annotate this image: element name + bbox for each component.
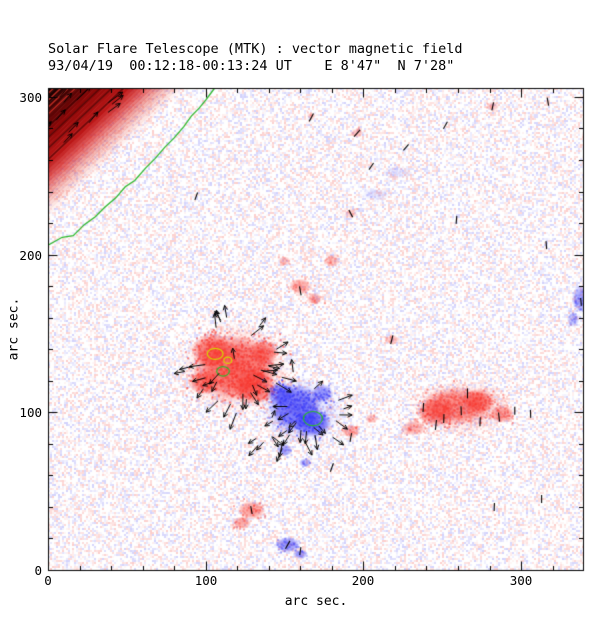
x-axis-title: arc sec. xyxy=(284,594,348,609)
x-tick-label-200: 200 xyxy=(351,573,375,588)
x-tick-label-0: 0 xyxy=(44,573,52,588)
x-tick-label-100: 100 xyxy=(194,573,218,588)
figure-subtitle: 93/04/19 00:12:18-00:13:24 UT E 8'47" N … xyxy=(48,58,455,74)
y-tick-label-100: 100 xyxy=(19,405,42,420)
y-axis-title: arc sec. xyxy=(6,297,22,361)
x-tick-label-300: 300 xyxy=(509,573,533,588)
y-tick-label-300: 300 xyxy=(19,90,42,105)
y-tick-label-0: 0 xyxy=(34,563,42,578)
y-tick-label-200: 200 xyxy=(19,248,42,263)
figure-title: Solar Flare Telescope (MTK) : vector mag… xyxy=(48,41,463,57)
